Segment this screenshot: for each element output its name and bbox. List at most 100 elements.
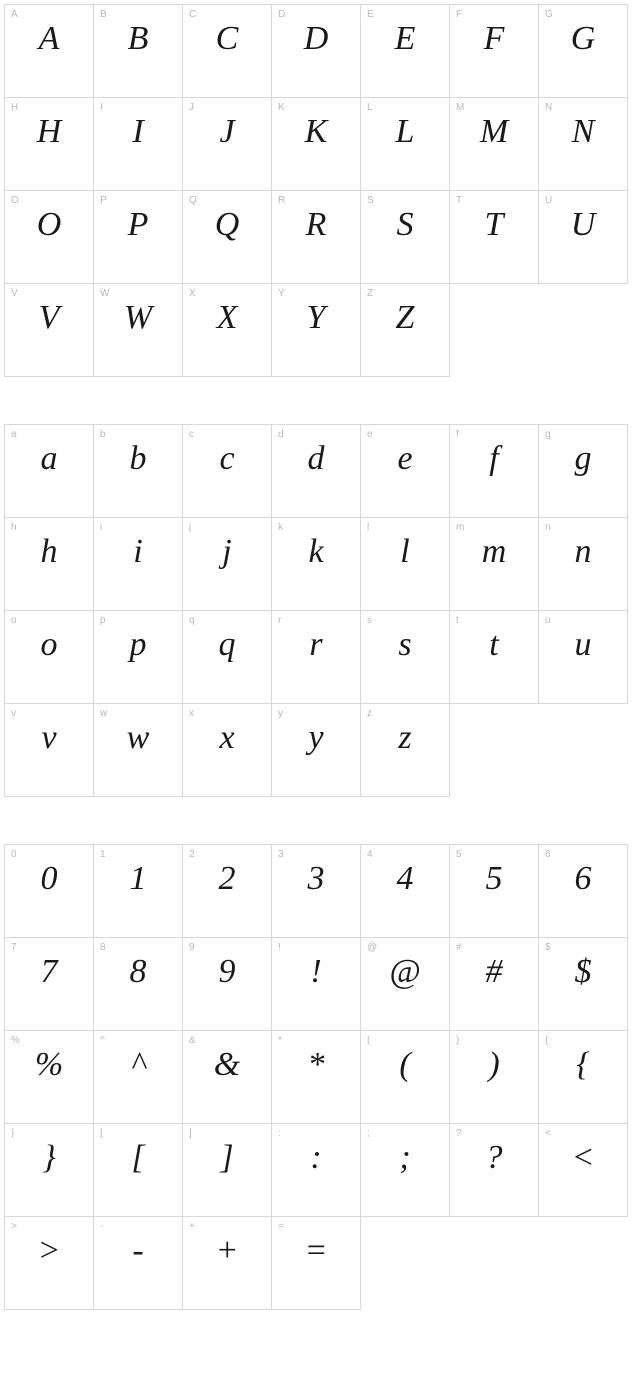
glyph-cell: SS (360, 190, 450, 284)
glyph-cell: ++ (182, 1216, 272, 1310)
glyph-display: O (5, 205, 93, 246)
glyph-display: 5 (450, 859, 538, 900)
glyph-cell: OO (4, 190, 94, 284)
section-uppercase: AABBCCDDEEFFGGHHIIJJKKLLMMNNOOPPQQRRSSTT… (4, 4, 636, 376)
glyph-display: M (450, 112, 538, 153)
glyph-display: { (539, 1045, 627, 1086)
glyph-cell: QQ (182, 190, 272, 284)
glyph-cell: bb (93, 424, 183, 518)
glyph-display: u (539, 625, 627, 666)
glyph-display: w (94, 718, 182, 759)
glyph-cell: vv (4, 703, 94, 797)
section-lowercase: aabbccddeeffgghhiijjkkllmmnnooppqqrrsstt… (4, 424, 636, 796)
glyph-cell: GG (538, 4, 628, 98)
glyph-display: G (539, 19, 627, 60)
glyph-display: & (183, 1045, 271, 1086)
glyph-display: v (5, 718, 93, 759)
glyph-cell: << (538, 1123, 628, 1217)
glyph-cell: ## (449, 937, 539, 1031)
glyph-display: = (272, 1231, 360, 1272)
glyph-display: I (94, 112, 182, 153)
glyph-display: C (183, 19, 271, 60)
glyph-cell: 99 (182, 937, 272, 1031)
glyph-cell: 55 (449, 844, 539, 938)
glyph-cell: ?? (449, 1123, 539, 1217)
glyph-display: i (94, 532, 182, 573)
glyph-display: N (539, 112, 627, 153)
character-map: AABBCCDDEEFFGGHHIIJJKKLLMMNNOOPPQQRRSSTT… (4, 4, 636, 1309)
glyph-display: 4 (361, 859, 449, 900)
glyph-cell: == (271, 1216, 361, 1310)
glyph-cell: uu (538, 610, 628, 704)
glyph-display: P (94, 205, 182, 246)
glyph-cell: $$ (538, 937, 628, 1031)
glyph-cell: xx (182, 703, 272, 797)
glyph-display: z (361, 718, 449, 759)
glyph-display: 3 (272, 859, 360, 900)
glyph-display: h (5, 532, 93, 573)
glyph-display: @ (361, 952, 449, 993)
glyph-display: S (361, 205, 449, 246)
glyph-cell: 33 (271, 844, 361, 938)
glyph-display: q (183, 625, 271, 666)
glyph-cell: KK (271, 97, 361, 191)
glyph-cell: MM (449, 97, 539, 191)
glyph-display: s (361, 625, 449, 666)
glyph-cell: UU (538, 190, 628, 284)
glyph-cell: TT (449, 190, 539, 284)
section-numbers-symbols: 00112233445566778899!!@@##$$%%^^&&**(())… (4, 844, 636, 1309)
glyph-display: > (5, 1231, 93, 1272)
glyph-cell: WW (93, 283, 183, 377)
glyph-cell: yy (271, 703, 361, 797)
glyph-cell: {{ (538, 1030, 628, 1124)
glyph-display: < (539, 1138, 627, 1179)
glyph-display: E (361, 19, 449, 60)
glyph-display: f (450, 439, 538, 480)
glyph-display: y (272, 718, 360, 759)
glyph-display: J (183, 112, 271, 153)
glyph-cell: ZZ (360, 283, 450, 377)
glyph-cell: DD (271, 4, 361, 98)
glyph-cell: && (182, 1030, 272, 1124)
glyph-cell: ff (449, 424, 539, 518)
glyph-display: L (361, 112, 449, 153)
glyph-display: $ (539, 952, 627, 993)
glyph-cell: dd (271, 424, 361, 518)
glyph-display: F (450, 19, 538, 60)
glyph-display: 7 (5, 952, 93, 993)
glyph-display: - (94, 1231, 182, 1272)
glyph-display: 1 (94, 859, 182, 900)
glyph-display: B (94, 19, 182, 60)
glyph-display: d (272, 439, 360, 480)
glyph-cell: ^^ (93, 1030, 183, 1124)
glyph-display: r (272, 625, 360, 666)
glyph-cell: 00 (4, 844, 94, 938)
glyph-cell: ww (93, 703, 183, 797)
glyph-cell: aa (4, 424, 94, 518)
glyph-display: 9 (183, 952, 271, 993)
glyph-display: k (272, 532, 360, 573)
glyph-cell: 11 (93, 844, 183, 938)
glyph-display: Q (183, 205, 271, 246)
glyph-display: ) (450, 1045, 538, 1086)
glyph-display: X (183, 298, 271, 339)
glyph-display: a (5, 439, 93, 480)
glyph-display: D (272, 19, 360, 60)
glyph-cell: >> (4, 1216, 94, 1310)
glyph-display: Y (272, 298, 360, 339)
glyph-cell: BB (93, 4, 183, 98)
glyph-cell: %% (4, 1030, 94, 1124)
glyph-cell: XX (182, 283, 272, 377)
glyph-display: 6 (539, 859, 627, 900)
glyph-display: p (94, 625, 182, 666)
glyph-cell: AA (4, 4, 94, 98)
glyph-cell: @@ (360, 937, 450, 1031)
glyph-cell: zz (360, 703, 450, 797)
glyph-display: V (5, 298, 93, 339)
glyph-cell: oo (4, 610, 94, 704)
glyph-cell: cc (182, 424, 272, 518)
glyph-cell: ii (93, 517, 183, 611)
glyph-display: c (183, 439, 271, 480)
glyph-display: ^ (94, 1045, 182, 1086)
glyph-display: j (183, 532, 271, 573)
